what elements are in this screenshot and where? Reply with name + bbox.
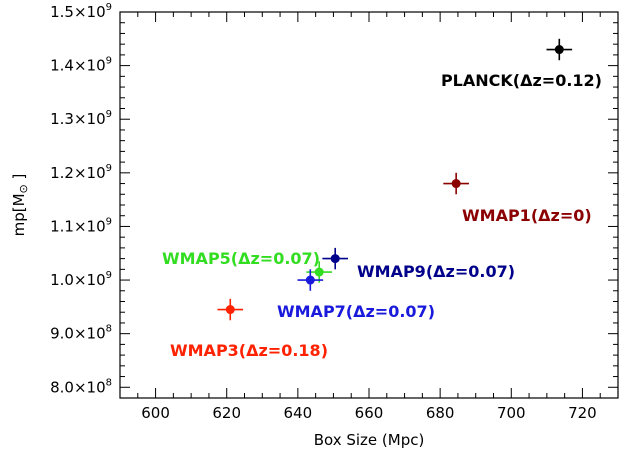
y-axis-title-end: ] bbox=[10, 174, 28, 185]
data-point bbox=[225, 305, 235, 315]
y-tick-label: 1.1×109 bbox=[50, 216, 112, 235]
x-tick-label: 680 bbox=[426, 404, 455, 422]
x-tick-label: 600 bbox=[141, 404, 170, 422]
data-point bbox=[314, 267, 324, 277]
point-label: PLANCK(Δz=0.12) bbox=[441, 71, 602, 90]
x-tick-label: 640 bbox=[284, 404, 313, 422]
y-axis-title: mp[M⊙ ] bbox=[10, 174, 30, 237]
y-tick-label: 1.3×109 bbox=[50, 109, 112, 128]
x-axis-title: Box Size (Mpc) bbox=[314, 431, 425, 449]
data-point bbox=[554, 45, 564, 55]
point-label: WMAP5(Δz=0.07) bbox=[162, 249, 320, 268]
x-tick-label: 620 bbox=[212, 404, 241, 422]
y-axis-title-sun: ⊙ bbox=[17, 184, 30, 193]
y-tick-label: 1.4×109 bbox=[50, 56, 112, 75]
y-tick-label: 1.2×109 bbox=[50, 163, 112, 182]
y-tick-label: 1.5×109 bbox=[50, 2, 112, 21]
point-label: WMAP7(Δz=0.07) bbox=[277, 302, 435, 321]
point-label: WMAP1(Δz=0) bbox=[462, 206, 592, 225]
point-label: WMAP3(Δz=0.18) bbox=[170, 341, 328, 360]
y-tick-label: 9.0×108 bbox=[50, 324, 112, 343]
point-label: WMAP9(Δz=0.07) bbox=[357, 262, 515, 281]
x-tick-labels: 600 620 640 660 680 700 720 bbox=[141, 404, 596, 422]
data-point bbox=[330, 254, 340, 264]
point-labels: PLANCK(Δz=0.12) WMAP1(Δz=0) WMAP9(Δz=0.07)… bbox=[162, 71, 602, 360]
data-points bbox=[217, 38, 573, 321]
data-point bbox=[451, 179, 461, 189]
x-tick-label: 660 bbox=[355, 404, 384, 422]
x-tick-label: 700 bbox=[497, 404, 526, 422]
y-axis-title-main: mp[M bbox=[10, 193, 28, 236]
data-point bbox=[305, 275, 315, 285]
y-tick-label: 1.0×109 bbox=[50, 270, 112, 289]
axis-ticks bbox=[119, 11, 619, 398]
y-tick-labels: 8.0×108 9.0×108 1.0×109 1.1×109 1.2×109 1.3×1… bbox=[50, 2, 112, 396]
y-tick-label: 8.0×108 bbox=[50, 377, 112, 396]
x-tick-label: 720 bbox=[568, 404, 597, 422]
